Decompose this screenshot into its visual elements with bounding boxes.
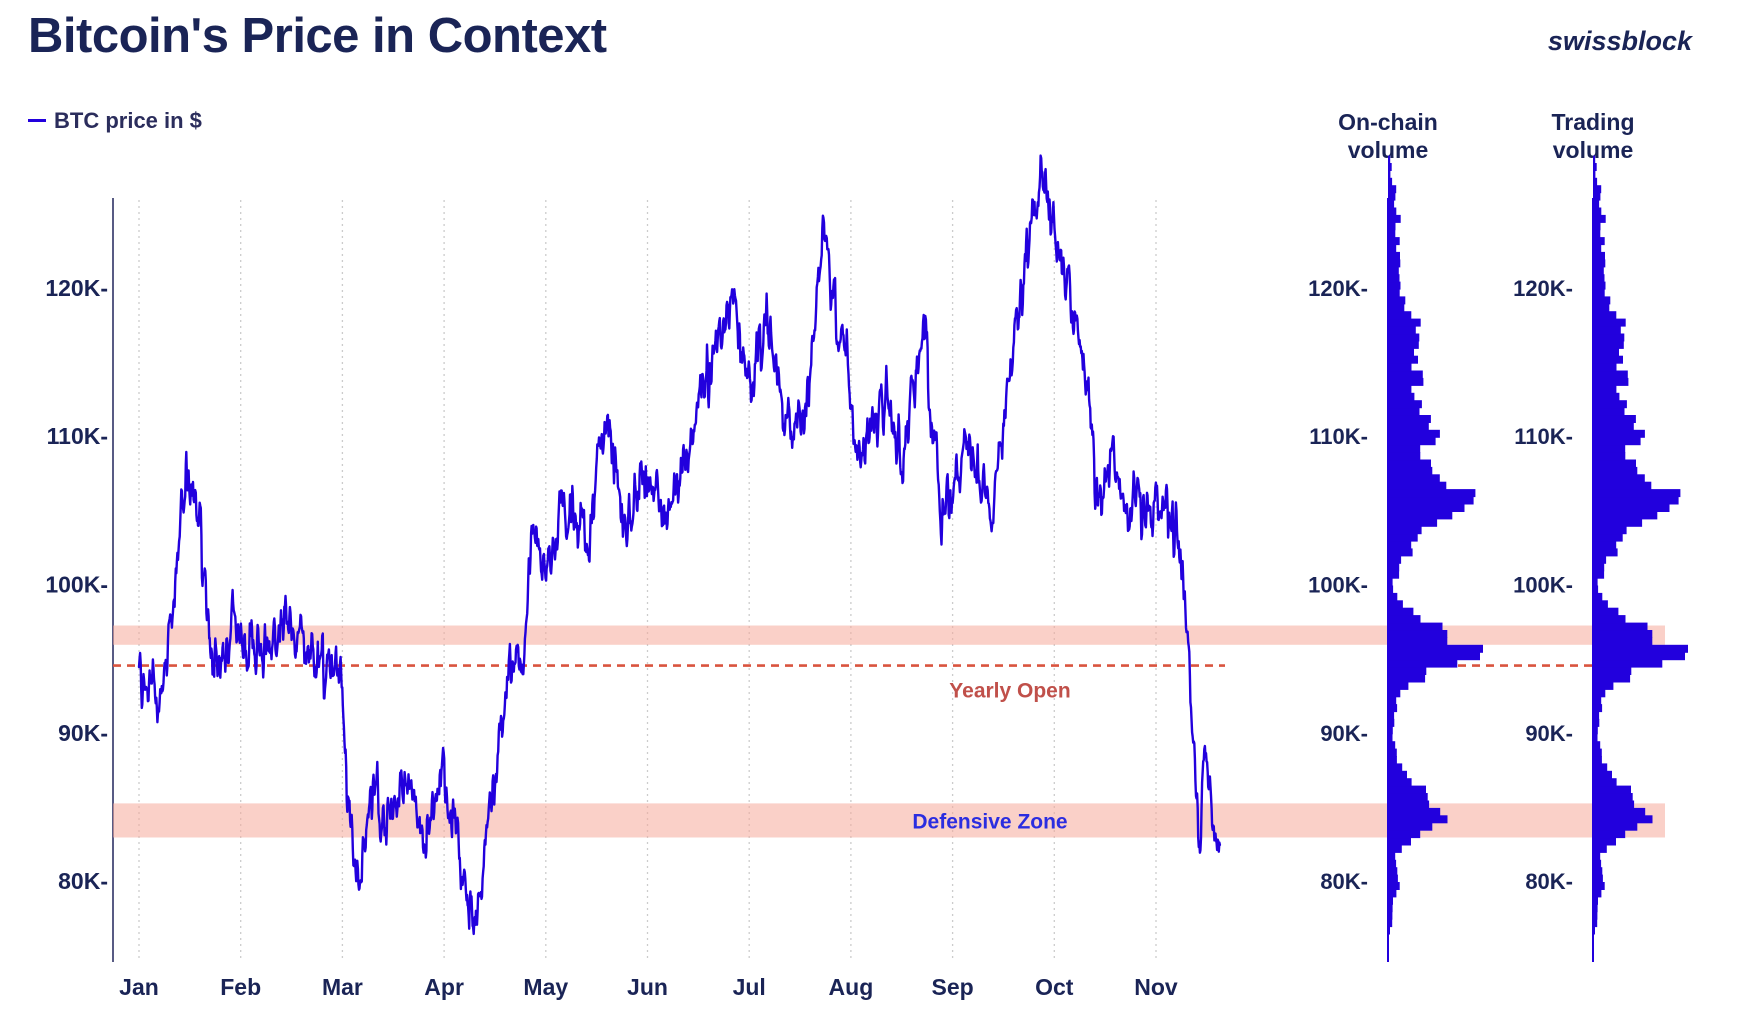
- svg-text:Feb: Feb: [220, 974, 261, 1000]
- svg-text:Jan: Jan: [119, 974, 159, 1000]
- svg-text:Jul: Jul: [733, 974, 766, 1000]
- svg-text:Defensive Zone: Defensive Zone: [912, 811, 1067, 834]
- svg-text:Apr: Apr: [424, 974, 464, 1000]
- svg-text:May: May: [523, 974, 568, 1000]
- svg-text:80K-: 80K-: [1320, 869, 1368, 894]
- svg-text:Trading: Trading: [1551, 109, 1634, 135]
- svg-text:90K-: 90K-: [1320, 721, 1368, 746]
- svg-text:110K-: 110K-: [1309, 424, 1368, 449]
- svg-text:Yearly Open: Yearly Open: [949, 680, 1070, 703]
- svg-text:110K-: 110K-: [1514, 424, 1573, 449]
- svg-text:Mar: Mar: [322, 974, 363, 1000]
- svg-text:90K-: 90K-: [58, 720, 108, 746]
- svg-text:Nov: Nov: [1134, 974, 1178, 1000]
- svg-text:100K-: 100K-: [1308, 573, 1368, 598]
- svg-text:110K-: 110K-: [47, 423, 108, 449]
- svg-text:90K-: 90K-: [1525, 721, 1573, 746]
- svg-text:80K-: 80K-: [1525, 869, 1573, 894]
- svg-text:120K-: 120K-: [1308, 276, 1368, 301]
- svg-text:On-chain: On-chain: [1338, 109, 1438, 135]
- svg-text:Sep: Sep: [932, 974, 974, 1000]
- svg-text:Oct: Oct: [1035, 974, 1074, 1000]
- svg-text:Aug: Aug: [829, 974, 874, 1000]
- svg-text:100K-: 100K-: [45, 572, 108, 598]
- svg-text:Jun: Jun: [627, 974, 668, 1000]
- svg-text:80K-: 80K-: [58, 868, 108, 894]
- svg-text:120K-: 120K-: [45, 275, 108, 301]
- svg-text:120K-: 120K-: [1513, 276, 1573, 301]
- svg-text:100K-: 100K-: [1513, 573, 1573, 598]
